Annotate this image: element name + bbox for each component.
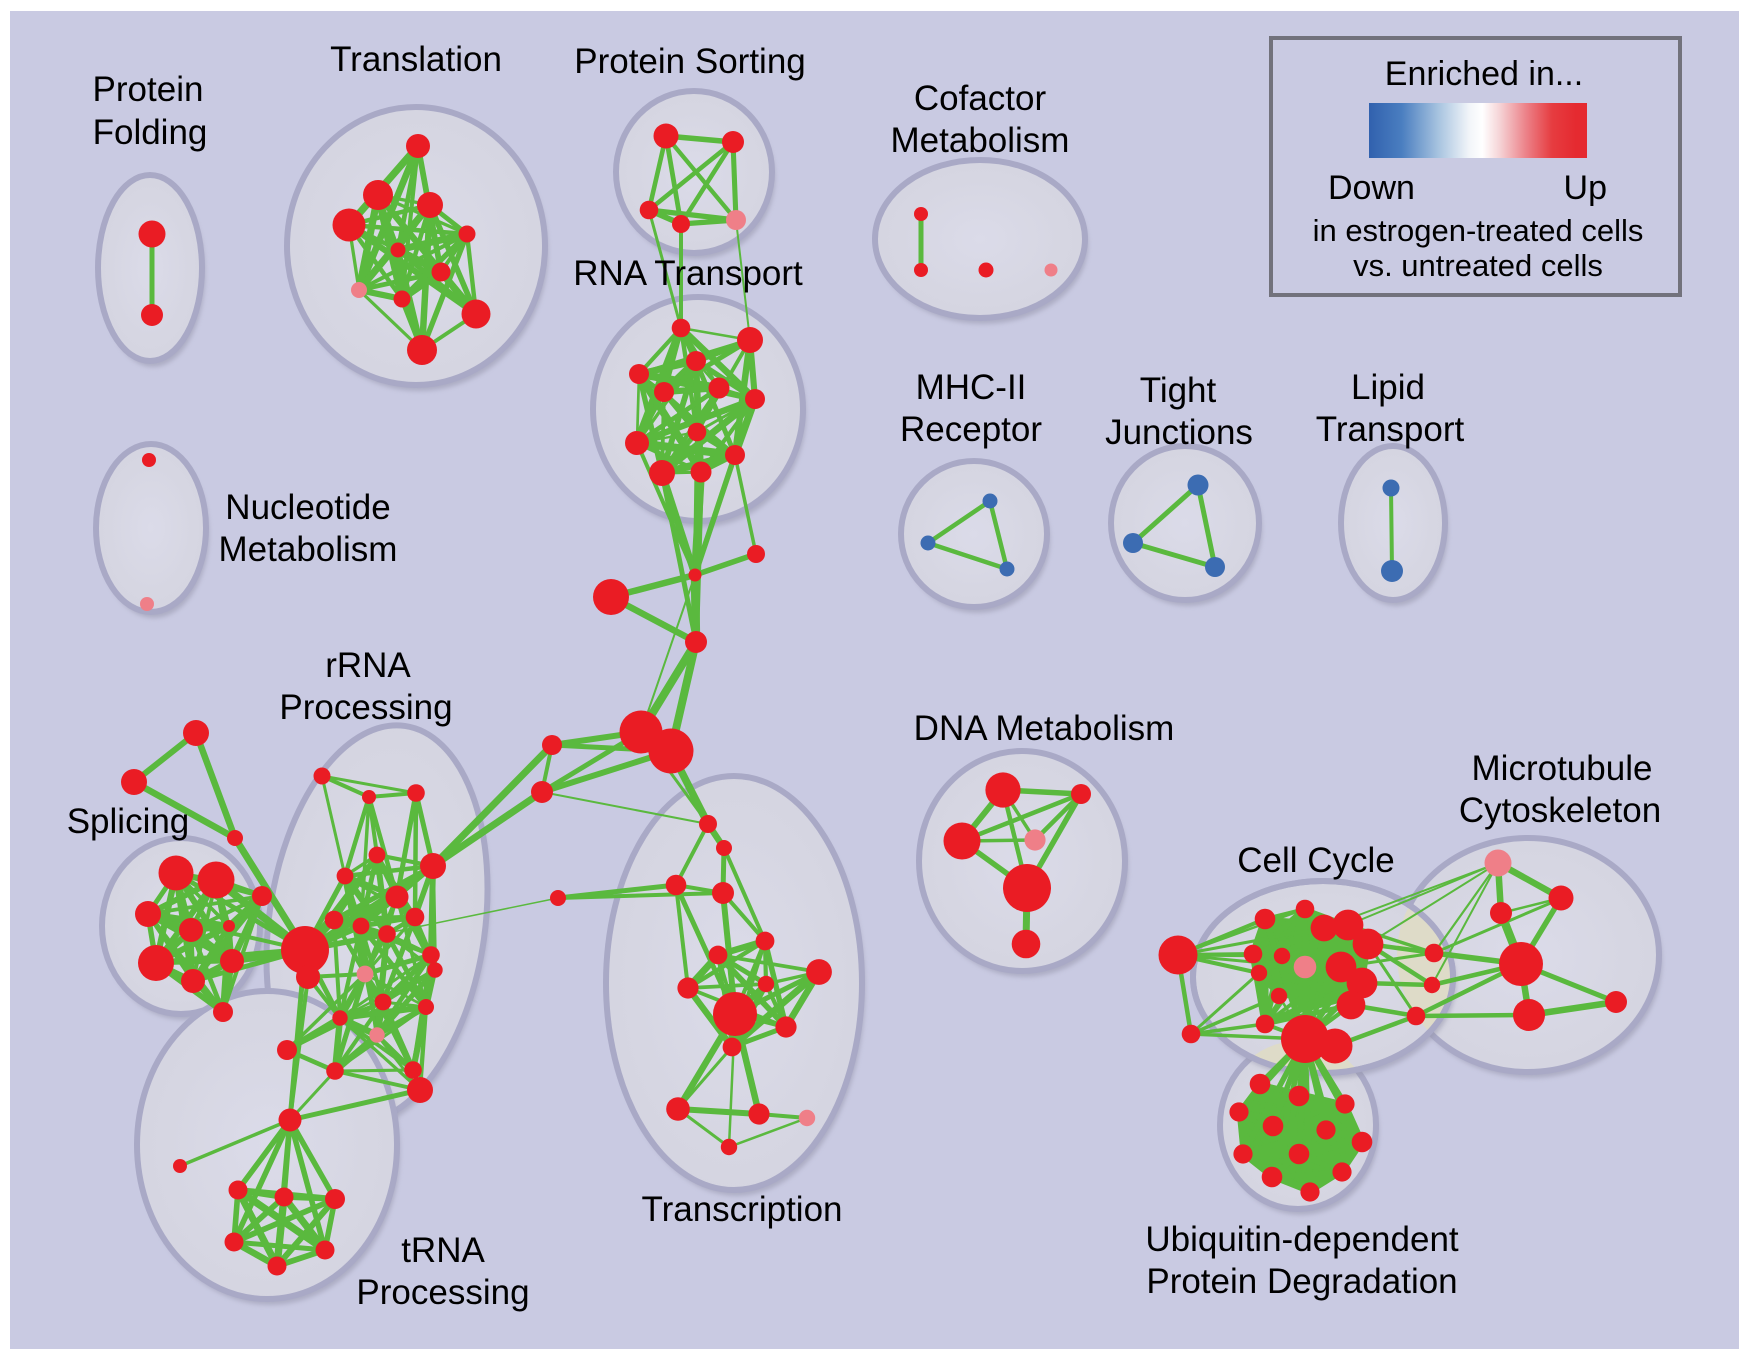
svg-text:rRNA: rRNA: [325, 646, 411, 685]
svg-text:RNA Transport: RNA Transport: [573, 254, 803, 293]
svg-text:Protein: Protein: [93, 70, 204, 109]
svg-text:Enriched in...: Enriched in...: [1385, 55, 1583, 93]
svg-text:Cell Cycle: Cell Cycle: [1237, 841, 1395, 880]
svg-text:vs. untreated cells: vs. untreated cells: [1353, 248, 1603, 283]
svg-text:MHC-II: MHC-II: [916, 368, 1027, 407]
svg-text:Processing: Processing: [356, 1273, 529, 1312]
svg-text:Transcription: Transcription: [642, 1190, 843, 1229]
svg-text:Cofactor: Cofactor: [914, 79, 1047, 118]
svg-text:Folding: Folding: [93, 113, 208, 152]
svg-text:in estrogen-treated cells: in estrogen-treated cells: [1313, 213, 1644, 248]
svg-text:Ubiquitin-dependent: Ubiquitin-dependent: [1145, 1220, 1459, 1259]
svg-text:Translation: Translation: [330, 40, 502, 79]
svg-text:DNA Metabolism: DNA Metabolism: [914, 709, 1175, 748]
svg-text:Metabolism: Metabolism: [891, 121, 1070, 160]
svg-text:Microtubule: Microtubule: [1472, 749, 1653, 788]
svg-text:Down: Down: [1328, 169, 1415, 207]
svg-text:Processing: Processing: [279, 688, 452, 727]
svg-text:Transport: Transport: [1316, 410, 1465, 449]
svg-text:Lipid: Lipid: [1351, 368, 1425, 407]
svg-text:Splicing: Splicing: [67, 802, 190, 841]
svg-text:Protein Degradation: Protein Degradation: [1146, 1262, 1457, 1301]
svg-text:Up: Up: [1564, 169, 1607, 207]
svg-text:Nucleotide: Nucleotide: [225, 488, 390, 527]
svg-text:Protein Sorting: Protein Sorting: [574, 42, 806, 81]
svg-text:tRNA: tRNA: [401, 1231, 485, 1270]
svg-text:Receptor: Receptor: [900, 410, 1042, 449]
svg-text:Cytoskeleton: Cytoskeleton: [1459, 791, 1661, 830]
svg-text:Junctions: Junctions: [1105, 413, 1253, 452]
svg-text:Metabolism: Metabolism: [219, 530, 398, 569]
svg-text:Tight: Tight: [1140, 371, 1217, 410]
